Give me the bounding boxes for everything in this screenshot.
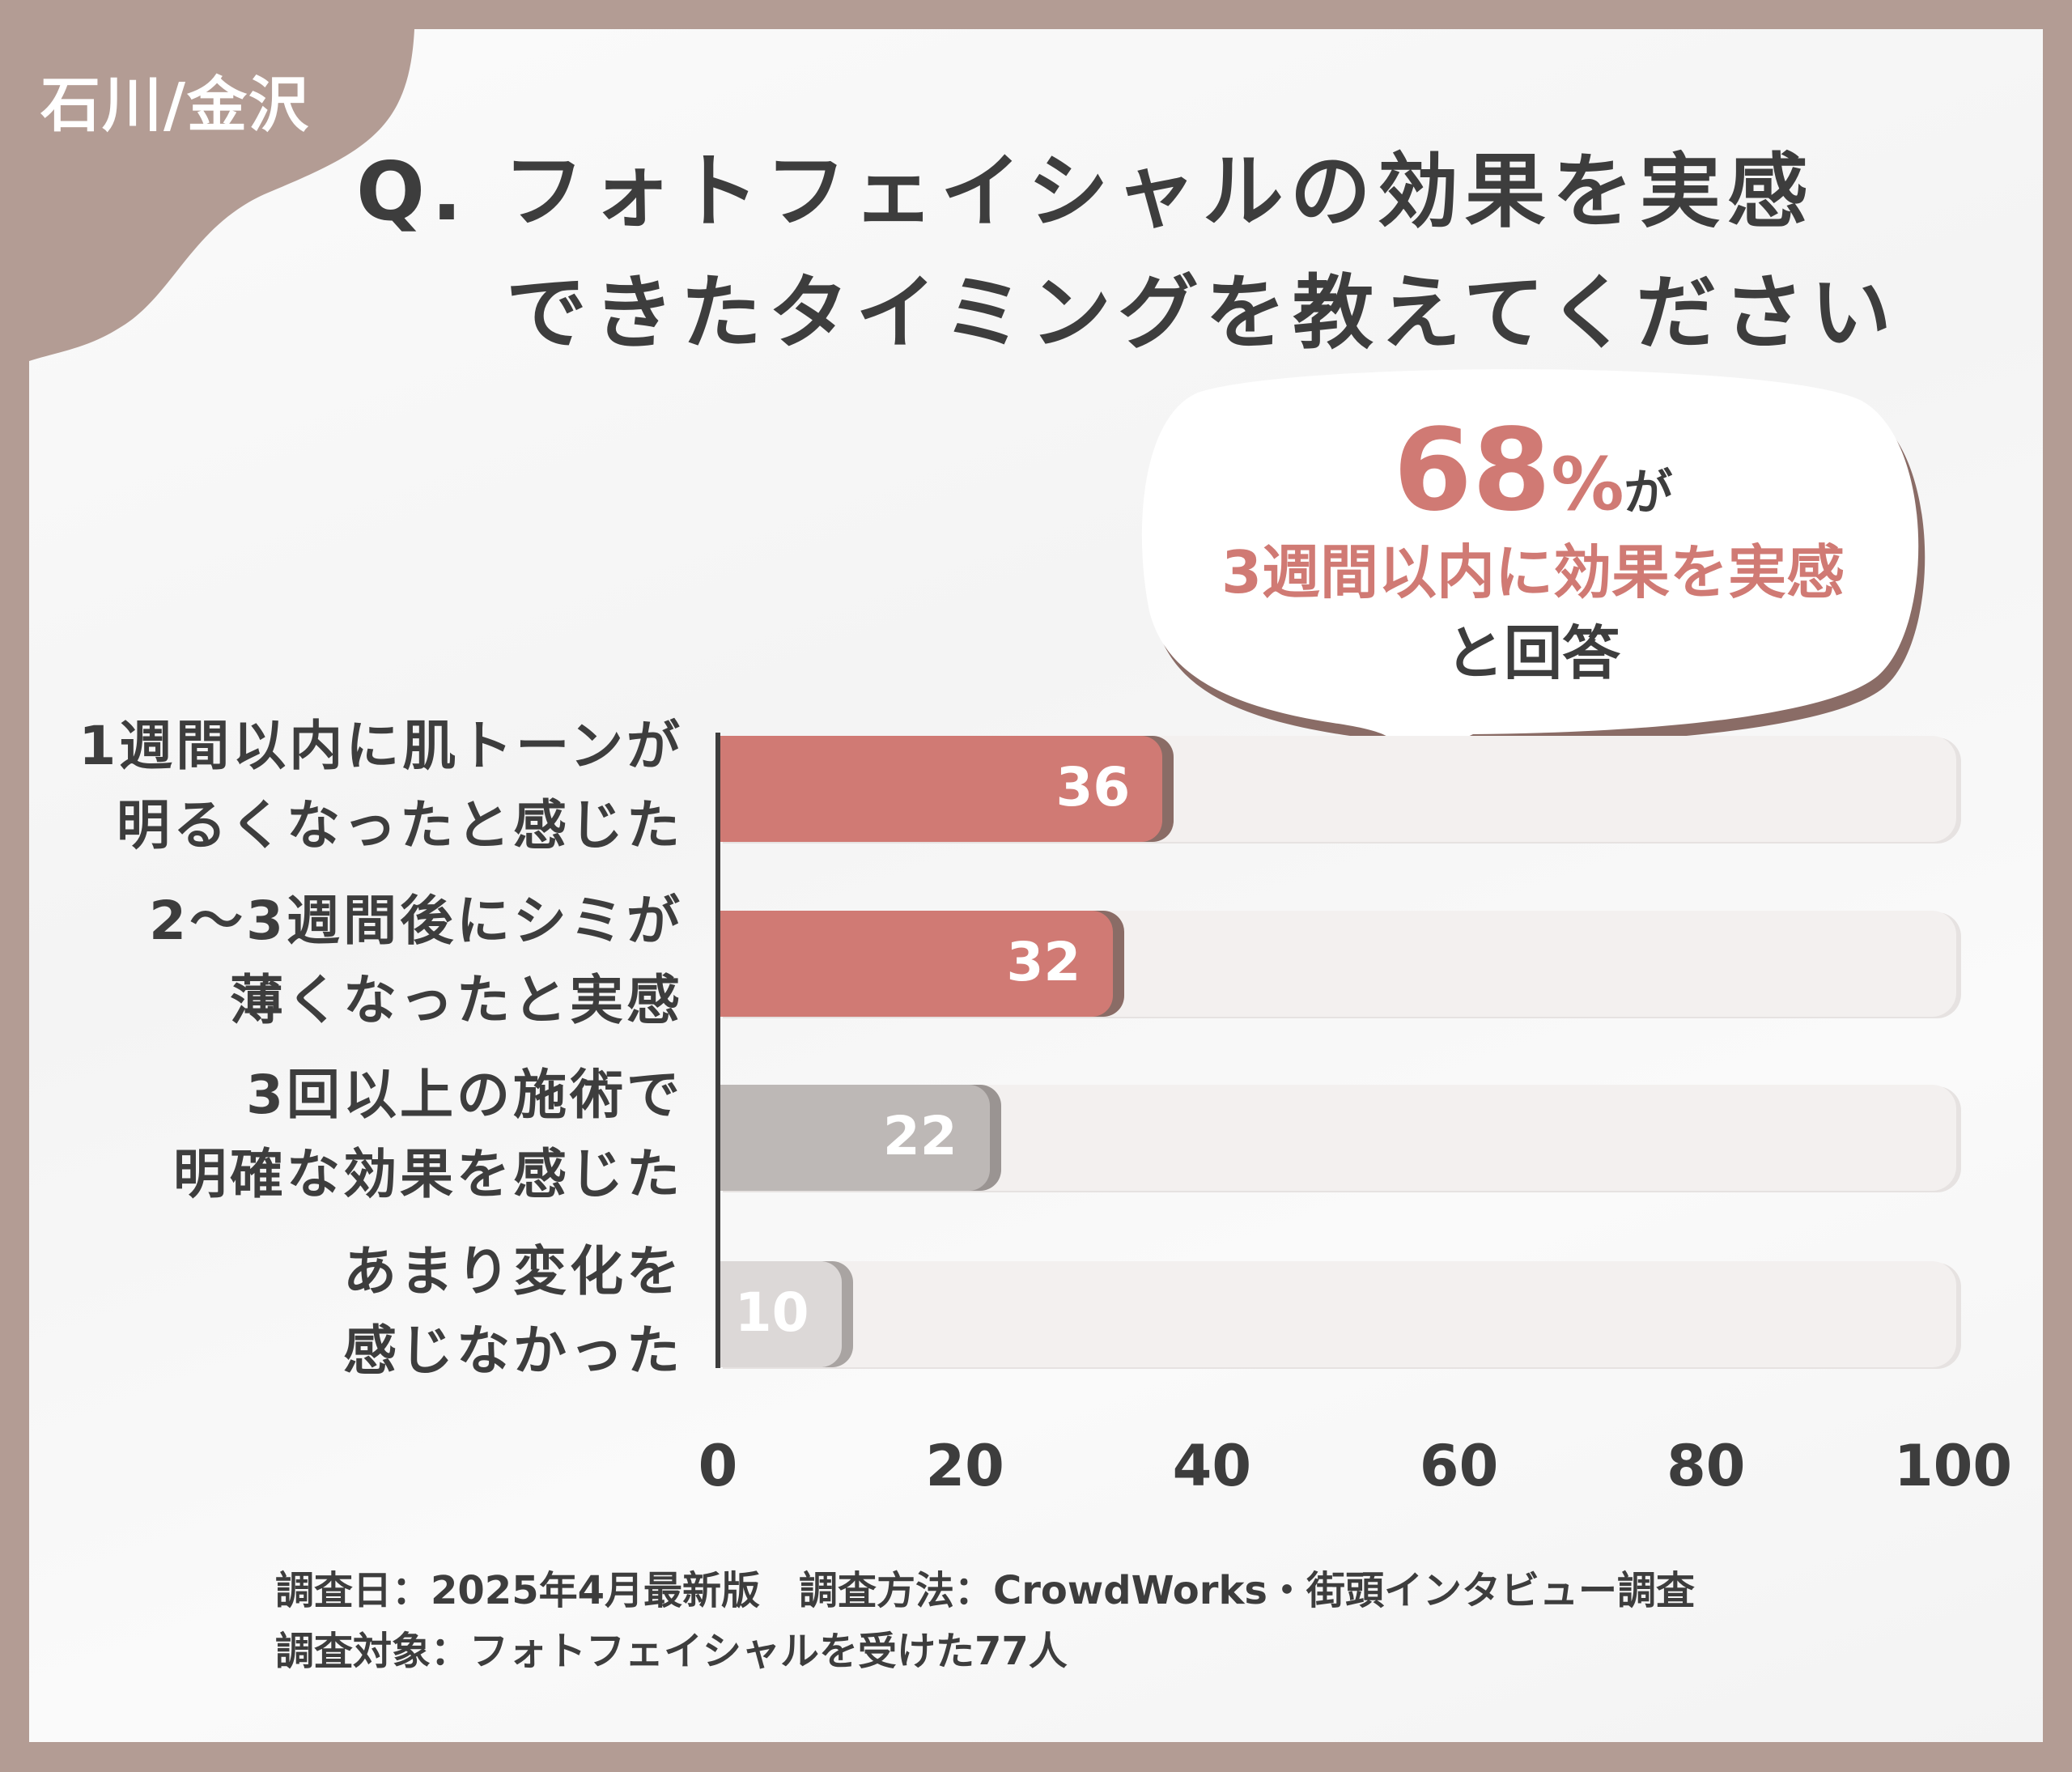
- category-label: 2〜3週間後にシミが薄くなったと実感: [149, 882, 683, 1040]
- data-label: 10: [734, 1281, 809, 1344]
- bar: [718, 911, 1114, 1017]
- category-label-line: 薄くなったと実感: [230, 969, 683, 1031]
- footnote-line2: 調査対象：フォトフェイシャルを受けた77人: [275, 1629, 1068, 1674]
- x-tick-label: 80: [1667, 1433, 1746, 1499]
- footnote-line1: 調査日：2025年4月最新版 調査方法：CrowdWorks・街頭インタビュー調…: [275, 1568, 1695, 1613]
- x-tick-label: 40: [1172, 1433, 1252, 1499]
- infographic-panel: [29, 29, 2043, 1742]
- category-label: 1週間以内に肌トーンが明るくなったと感じた: [79, 707, 683, 865]
- bar: [718, 1261, 842, 1367]
- bar: [718, 736, 1163, 842]
- category-label-line: あまり変化を: [343, 1240, 683, 1302]
- category-label-line: 3回以上の施術で: [246, 1064, 683, 1126]
- callout-percent-sign: %: [1551, 442, 1624, 527]
- region-label: 石川/金沢: [40, 70, 311, 140]
- data-label: 36: [1055, 756, 1131, 818]
- callout-percent-value: 68: [1393, 405, 1552, 537]
- corner-decoration: [29, 29, 414, 361]
- category-label-line: 明るくなったと感じた: [117, 794, 683, 856]
- bar-track: [718, 1261, 1956, 1367]
- callout-line2: 3週間以内に効果を実感: [1221, 538, 1845, 606]
- data-label: 32: [1006, 931, 1081, 993]
- callout-suffix: が: [1624, 465, 1673, 521]
- category-label: 3回以上の施術で明確な効果を感じた: [173, 1056, 683, 1214]
- category-label-line: 明確な効果を感じた: [173, 1143, 683, 1205]
- question-title-line1: Q. フォトフェイシャルの効果を実感: [356, 144, 1815, 239]
- speech-bubble: [1141, 369, 1926, 809]
- question-title-line2: できたタイミングを教えてください: [506, 266, 1898, 360]
- callout-line3: と回答: [1445, 619, 1620, 687]
- category-label: あまり変化を 感じなかった: [343, 1232, 683, 1391]
- callout-headline: 68%が: [1147, 405, 1919, 537]
- data-label: 22: [882, 1105, 957, 1167]
- x-tick-label: 20: [925, 1433, 1004, 1499]
- y-axis-line: [715, 733, 720, 1368]
- bar: [718, 1085, 990, 1191]
- category-label-line: 1週間以内に肌トーンが: [79, 715, 683, 777]
- x-tick-label: 100: [1893, 1433, 2013, 1499]
- category-label-line: 2〜3週間後にシミが: [149, 890, 683, 952]
- category-label-line: 感じなかった: [343, 1319, 683, 1382]
- x-tick-label: 0: [698, 1433, 738, 1499]
- x-tick-label: 60: [1419, 1433, 1499, 1499]
